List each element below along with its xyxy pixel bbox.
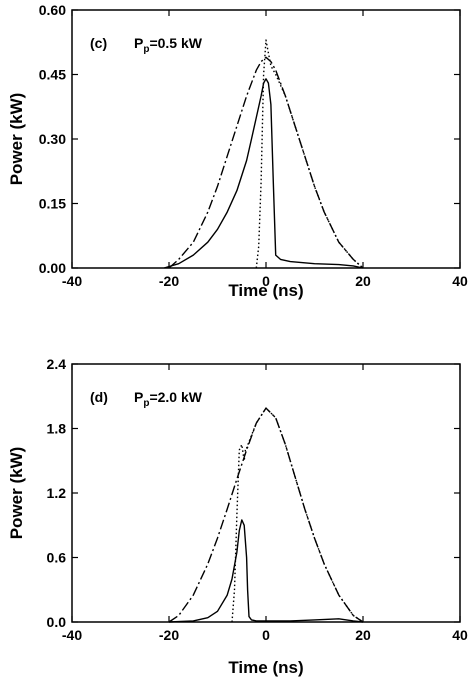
x-tick-label: -40 [62,273,82,289]
series-line-dashdot [168,56,364,269]
y-axis-label: Power (kW) [7,93,26,186]
x-tick-label: 20 [355,273,371,289]
plot-frame [71,363,461,623]
x-tick-label: 20 [355,627,371,643]
peak-power-annotation: Pp=0.5 kW [134,35,203,55]
y-tick-label: 0.15 [39,196,66,212]
panel-label: (c) [90,35,107,51]
series-line-solid [168,519,364,623]
series-line-dotted [255,39,364,269]
peak-power-annotation: Pp=2.0 kW [134,389,203,409]
y-tick-label: 0.45 [39,67,66,83]
x-axis-label: Time (ns) [228,658,303,677]
x-tick-label: 0 [262,627,270,643]
x-tick-label: -20 [159,627,179,643]
y-tick-label: 0.00 [39,260,66,276]
x-tick-label: 40 [452,273,468,289]
y-tick-label: 1.8 [47,421,67,437]
chart-panel-c: -40 -20 0 20 40 0.00 0.15 0.30 0.45 0.60 (c) Pp=0… [7,2,468,300]
plot-frame [71,9,461,269]
y-axis-label: Power (kW) [7,447,26,540]
x-tick-label: -20 [159,273,179,289]
axis-ticks: -40 -20 0 20 40 0.0 0.6 1.2 1.8 2.4 [47,356,468,643]
y-tick-label: 0.6 [47,550,67,566]
y-tick-label: 0.0 [47,614,67,630]
chart-panel-d: -40 -20 0 20 40 0.0 0.6 1.2 1.8 2.4 (d) Pp=2.0 kW… [7,356,468,677]
series-line-dashdot [168,407,364,623]
axis-ticks: -40 -20 0 20 40 0.00 0.15 0.30 0.45 0.60 [39,2,468,289]
panel-label: (d) [90,389,108,405]
x-tick-label: 0 [262,273,270,289]
series-line-dotted [231,407,364,623]
x-tick-label: -40 [62,627,82,643]
y-tick-label: 0.30 [39,131,66,147]
series-group [163,39,364,269]
series-group [168,407,364,623]
y-tick-label: 0.60 [39,2,66,18]
x-tick-label: 40 [452,627,468,643]
y-tick-label: 1.2 [47,485,67,501]
y-tick-label: 2.4 [47,356,67,372]
x-axis-label: Time (ns) [228,281,303,300]
